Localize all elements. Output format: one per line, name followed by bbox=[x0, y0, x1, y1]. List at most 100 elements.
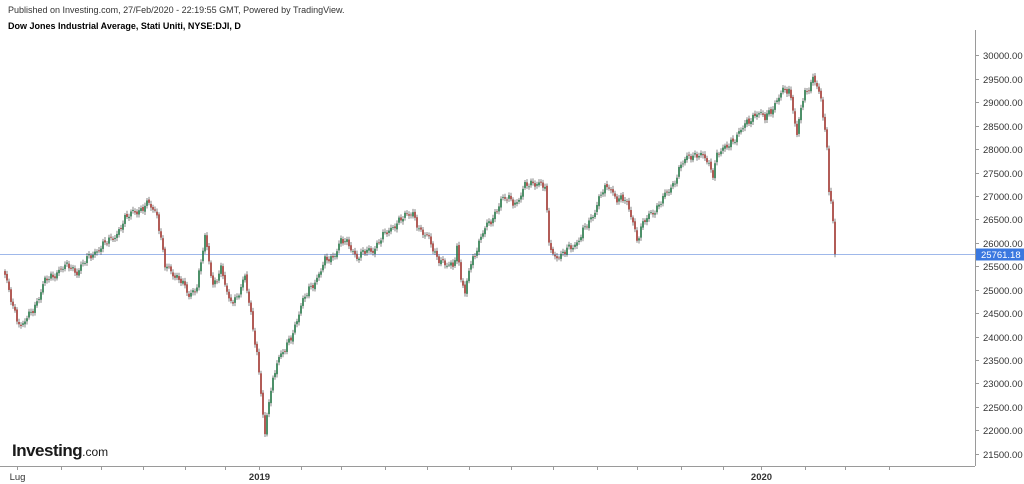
candle-body bbox=[188, 293, 190, 297]
candle-body bbox=[66, 262, 68, 264]
candle-body bbox=[748, 118, 750, 124]
candle-body bbox=[80, 264, 82, 271]
candle-body bbox=[710, 161, 712, 170]
candle-body bbox=[672, 183, 674, 187]
y-tick-label: 23500.00 bbox=[983, 356, 1023, 367]
candle-body bbox=[476, 250, 478, 256]
candle-body bbox=[334, 256, 336, 257]
candle-body bbox=[88, 254, 90, 256]
candle-body bbox=[224, 274, 226, 285]
candle-body bbox=[316, 277, 318, 282]
candle-body bbox=[64, 264, 66, 270]
candle-body bbox=[618, 198, 620, 202]
candle-body bbox=[740, 129, 742, 133]
candle-body bbox=[626, 201, 628, 203]
candle-body bbox=[452, 262, 454, 267]
candle-body bbox=[562, 251, 564, 253]
candle-body bbox=[504, 197, 506, 199]
candle-body bbox=[378, 242, 380, 244]
candle-body bbox=[128, 216, 130, 219]
candle-body bbox=[764, 114, 766, 121]
candle-body bbox=[190, 292, 192, 297]
candle-body bbox=[532, 181, 534, 184]
candle-body bbox=[604, 185, 606, 194]
candle-body bbox=[548, 210, 550, 243]
candle-body bbox=[560, 253, 562, 259]
candle-body bbox=[154, 209, 156, 211]
candle-body bbox=[516, 202, 518, 204]
candle-body bbox=[50, 273, 52, 279]
candle-body bbox=[294, 324, 296, 333]
candle-body bbox=[302, 298, 304, 306]
x-tick-label: 2019 bbox=[249, 472, 270, 483]
y-tick-label: 27000.00 bbox=[983, 192, 1023, 203]
candle-body bbox=[306, 295, 308, 297]
candle-body bbox=[184, 281, 186, 286]
candle-body bbox=[144, 205, 146, 212]
candle-body bbox=[418, 228, 420, 230]
candle-body bbox=[490, 221, 492, 225]
candle-body bbox=[402, 219, 404, 222]
candle-body bbox=[446, 265, 448, 267]
candle-body bbox=[820, 90, 822, 99]
candle-body bbox=[268, 402, 270, 415]
candle-body bbox=[528, 186, 530, 188]
candle-body bbox=[658, 204, 660, 207]
candle-body bbox=[738, 131, 740, 134]
candle-body bbox=[352, 251, 354, 253]
chart-title: Dow Jones Industrial Average, Stati Unit… bbox=[8, 21, 241, 31]
candle-body bbox=[290, 337, 292, 341]
candle-body bbox=[394, 226, 396, 229]
y-tick-label: 26000.00 bbox=[983, 239, 1023, 250]
y-tick-label: 22500.00 bbox=[983, 403, 1023, 414]
candle-body bbox=[282, 352, 284, 355]
candle-body bbox=[140, 208, 142, 211]
candle-body bbox=[502, 196, 504, 198]
logo-text: Investing bbox=[12, 441, 83, 460]
candle-body bbox=[254, 330, 256, 345]
candle-body bbox=[834, 221, 836, 255]
candle-body bbox=[802, 100, 804, 108]
candle-body bbox=[566, 247, 568, 255]
candle-body bbox=[312, 285, 314, 289]
candle-body bbox=[146, 200, 148, 206]
x-tick-label: Lug bbox=[10, 472, 26, 483]
candle-body bbox=[746, 119, 748, 125]
y-tick-label: 29000.00 bbox=[983, 98, 1023, 109]
candle-body bbox=[482, 233, 484, 237]
candle-body bbox=[8, 281, 10, 290]
candle-body bbox=[598, 196, 600, 207]
candle-body bbox=[364, 250, 366, 254]
candle-body bbox=[76, 271, 78, 276]
candle-body bbox=[642, 221, 644, 228]
candle-body bbox=[108, 237, 110, 244]
candle-body bbox=[38, 299, 40, 301]
candle-body bbox=[96, 251, 98, 253]
candle-body bbox=[416, 217, 418, 228]
candle-body bbox=[116, 233, 118, 238]
candle-body bbox=[298, 314, 300, 323]
candle-body bbox=[432, 243, 434, 252]
candle-body bbox=[620, 195, 622, 200]
candle-body bbox=[322, 264, 324, 271]
candle-body bbox=[106, 243, 108, 245]
candle-body bbox=[16, 309, 18, 322]
candle-body bbox=[436, 250, 438, 257]
candle-body bbox=[58, 269, 60, 274]
candle-body bbox=[152, 206, 154, 210]
candle-body bbox=[338, 243, 340, 251]
candle-body bbox=[330, 256, 332, 263]
candle-body bbox=[272, 377, 274, 391]
candle-body bbox=[204, 235, 206, 252]
candle-body bbox=[14, 306, 16, 311]
candle-body bbox=[448, 264, 450, 266]
chart-header: Published on Investing.com, 27/Feb/2020 … bbox=[8, 5, 345, 32]
candle-body bbox=[168, 266, 170, 268]
candle-body bbox=[24, 321, 26, 325]
candle-body bbox=[110, 236, 112, 238]
candle-body bbox=[424, 235, 426, 237]
candle-body bbox=[582, 227, 584, 239]
candle-body bbox=[262, 392, 264, 415]
candle-body bbox=[480, 236, 482, 240]
